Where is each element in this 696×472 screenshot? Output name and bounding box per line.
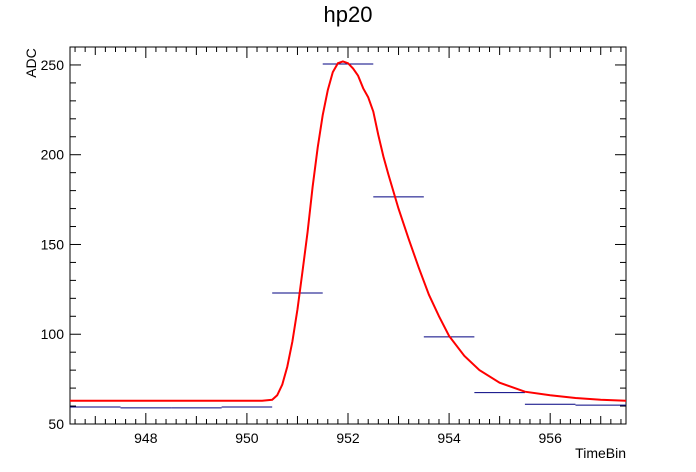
x-tick-label: 956 xyxy=(539,430,563,446)
x-axis-label: TimeBin xyxy=(575,445,626,461)
y-tick-label: 250 xyxy=(41,57,65,73)
x-tick-label: 952 xyxy=(336,430,360,446)
fit-curve xyxy=(70,60,627,402)
chart-title: hp20 xyxy=(324,2,373,27)
x-tick-label: 948 xyxy=(134,430,158,446)
y-tick-label: 200 xyxy=(41,147,65,163)
y-axis-label: ADC xyxy=(23,48,39,78)
x-tick-label: 950 xyxy=(235,430,259,446)
axis-ticks: 948 950 952 954 956 50 100 150 200 250 xyxy=(41,46,626,446)
y-tick-label: 150 xyxy=(41,236,65,252)
x-tick-label: 954 xyxy=(437,430,461,446)
y-tick-label: 50 xyxy=(48,416,64,432)
y-tick-label: 100 xyxy=(41,326,65,342)
histogram-series xyxy=(70,63,626,409)
plot-frame xyxy=(69,46,627,425)
